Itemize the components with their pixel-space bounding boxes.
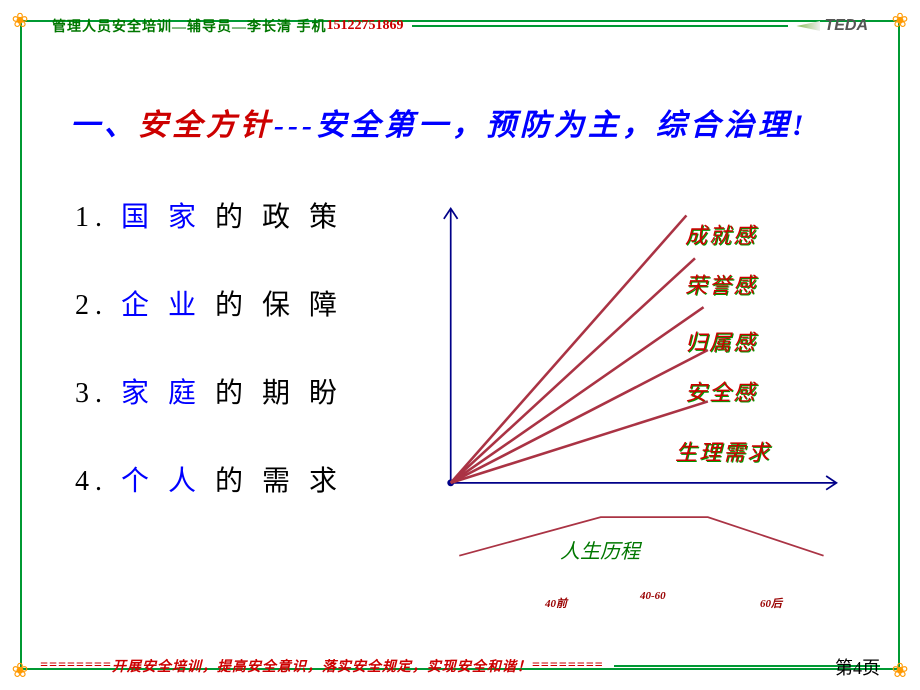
corner-ornament-tl: ❀: [8, 8, 32, 32]
header-phone: 15122751869: [327, 18, 404, 34]
bullet-list: 1. 国 家 的 政 策 2. 企 业 的 保 障 3. 家 庭 的 期 盼 4. 个…: [75, 195, 343, 547]
footer-dashes-left: ========: [40, 658, 112, 674]
header-divider: [412, 25, 789, 27]
slide-footer: ======== 开展安全培训，提高安全意识，落实安全规定，实现安全和谐！ ==…: [40, 656, 880, 676]
title-rest: 安全第一，预防为主，综合治理!: [316, 109, 808, 142]
corner-ornament-bl: ❀: [8, 658, 32, 682]
list-item-4: 4. 个 人 的 需 求: [75, 459, 343, 499]
slide-header: 管理人员安全培训—辅导员—李长清 手机 15122751869 TEDA: [52, 14, 868, 38]
logo-text: TEDA: [824, 17, 868, 35]
list-item-3: 3. 家 庭 的 期 盼: [75, 371, 343, 411]
page-number: 第4页: [835, 654, 880, 680]
life-label-2: 60后: [760, 595, 782, 611]
title-dashes: ---: [274, 109, 316, 142]
needs-chart: 成就感成就感荣誉感荣誉感归属感归属感安全感安全感生理需求生理需求 人生历程 40…: [400, 200, 870, 560]
chart-label-3: 安全感安全感: [685, 375, 757, 407]
corner-ornament-br: ❀: [888, 658, 912, 682]
list-item-2: 2. 企 业 的 保 障: [75, 283, 343, 323]
slide-title: 一、安全方针---安全第一，预防为主，综合治理!: [70, 100, 880, 144]
corner-ornament-tr: ❀: [888, 8, 912, 32]
chart-label-0: 成就感成就感: [685, 218, 757, 250]
chart-svg: [400, 200, 870, 560]
teda-logo: TEDA: [796, 17, 868, 35]
x-axis-label: 人生历程: [560, 535, 640, 564]
footer-dashes-right: ========: [532, 658, 604, 674]
life-label-0: 40前: [545, 595, 567, 611]
chart-label-2: 归属感归属感: [685, 325, 757, 357]
life-label-1: 40-60: [640, 590, 666, 602]
title-highlight: 安全方针: [138, 109, 274, 142]
title-prefix: 一、: [70, 109, 138, 142]
chart-label-1: 荣誉感荣誉感: [685, 268, 757, 300]
list-item-1: 1. 国 家 的 政 策: [75, 195, 343, 235]
chart-label-4: 生理需求生理需求: [675, 435, 771, 467]
header-text: 管理人员安全培训—辅导员—李长清 手机: [52, 16, 327, 36]
logo-wing-icon: [796, 21, 820, 31]
footer-text: 开展安全培训，提高安全意识，落实安全规定，实现安全和谐！: [112, 656, 532, 676]
